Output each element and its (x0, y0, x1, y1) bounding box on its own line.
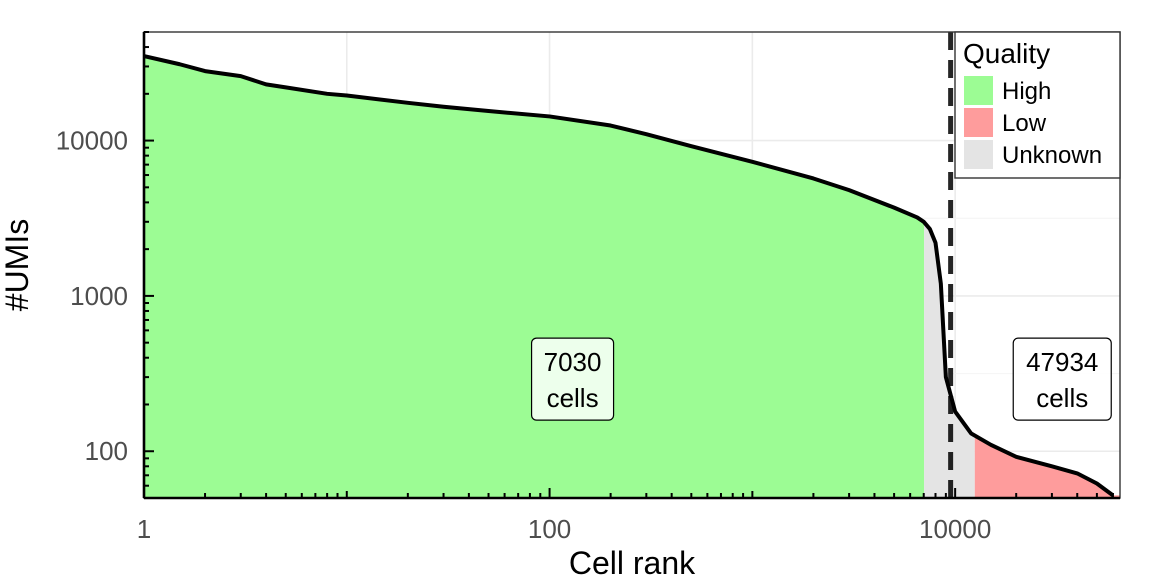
x-tick-label: 100 (528, 514, 571, 544)
y-axis-title: #UMIs (0, 219, 35, 311)
area-unknown (924, 222, 975, 498)
annotation-unit: cells (1036, 383, 1088, 413)
y-tick-label: 100 (85, 436, 128, 466)
legend-swatch-unknown (964, 140, 993, 169)
cell-count-label: 7030 cells (530, 337, 615, 421)
legend-label-low: Low (1002, 110, 1047, 137)
cell-count-annotations: 7030 cells 47934 cells (530, 337, 1112, 421)
annotation-unit: cells (547, 383, 599, 413)
x-axis-title: Cell rank (569, 545, 696, 576)
y-tick-label: 10000 (56, 126, 128, 156)
legend-swatch-high (964, 76, 993, 105)
annotation-count: 7030 (544, 347, 602, 377)
x-tick-label: 1 (137, 514, 151, 544)
legend-swatch-low (964, 108, 993, 137)
annotation-count: 47934 (1026, 347, 1098, 377)
legend-label-unknown: Unknown (1002, 142, 1102, 169)
legend: Quality High Low Unknown (954, 31, 1121, 179)
legend-label-high: High (1002, 78, 1051, 105)
legend-title: Quality (963, 38, 1050, 69)
area-high (144, 56, 925, 498)
y-tick-label: 1000 (70, 281, 128, 311)
annotation-box (1012, 337, 1112, 421)
axis-ticks: 1 100 10000 100 1000 10000 (56, 31, 1114, 544)
annotation-box (530, 337, 615, 421)
x-tick-label: 10000 (919, 514, 991, 544)
curve-layer (144, 54, 1115, 497)
cell-count-label: 47934 cells (1012, 337, 1112, 421)
umi-curve-line (144, 54, 1115, 497)
